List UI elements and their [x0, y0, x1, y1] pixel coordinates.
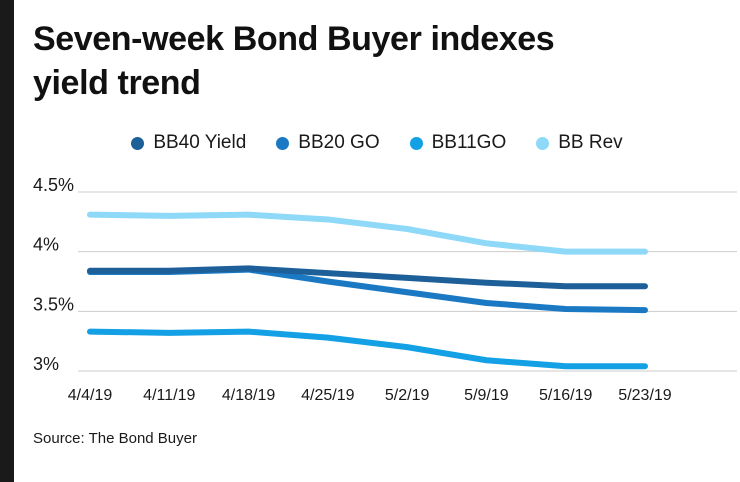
- page-title: Seven-week Bond Buyer indexes yield trend: [33, 18, 555, 105]
- legend-item-bb-rev: BB Rev: [536, 132, 623, 154]
- legend-dot: [409, 136, 423, 150]
- legend-item-bb20-go: BB20 GO: [276, 132, 380, 154]
- y-axis-tick-label: 4%: [33, 235, 59, 255]
- x-axis-tick-label: 5/9/19: [464, 387, 509, 404]
- series-line-bb11go: [87, 328, 648, 370]
- chart-canvas: 4.5% 4% 3.5% 3% 4/4/19 4/11/19 4/18/19 4/25/19 5…: [33, 178, 737, 404]
- page-title-line1: Seven-week Bond Buyer indexes: [33, 20, 555, 58]
- chart-content: Seven-week Bond Buyer indexes yield trend…: [14, 0, 740, 482]
- legend-label: BB20 GO: [298, 132, 380, 153]
- yield-trend-chart: 4.5% 4% 3.5% 3% 4/4/19 4/11/19 4/18/19 4/25/19 5…: [14, 178, 740, 413]
- y-axis-tick-label: 3.5%: [33, 294, 74, 314]
- left-accent-bar: [0, 0, 14, 482]
- source-caption: Source: The Bond Buyer: [33, 430, 197, 447]
- legend-item-bb11go: BB11GO: [409, 132, 507, 154]
- legend-item-bb40-yield: BB40 Yield: [131, 132, 246, 154]
- legend-dot: [131, 136, 145, 150]
- legend-dot: [536, 136, 550, 150]
- y-axis-tick-label: 3%: [33, 354, 59, 374]
- x-axis-tick-label: 5/23/19: [618, 387, 671, 404]
- x-axis-tick-label: 4/11/19: [143, 387, 195, 404]
- x-axis-tick-label: 5/2/19: [385, 387, 430, 404]
- legend-label: BB40 Yield: [153, 132, 247, 153]
- x-axis-tick-label: 5/16/19: [539, 387, 592, 404]
- legend-label: BB Rev: [558, 132, 623, 153]
- x-axis-tick-label: 4/4/19: [68, 387, 113, 404]
- page-title-line2: yield trend: [33, 63, 201, 102]
- x-axis-tick-label: 4/25/19: [301, 387, 354, 404]
- legend-dot: [276, 136, 290, 150]
- y-axis-tick-label: 4.5%: [33, 178, 74, 195]
- x-axis-tick-label: 4/18/19: [222, 387, 275, 404]
- legend-label: BB11GO: [431, 132, 507, 153]
- series-line-bb40-yield: [87, 265, 648, 290]
- series-line-bb-rev: [87, 211, 648, 255]
- chart-legend: BB40 Yield BB20 GO BB11GO BB Rev: [14, 132, 740, 154]
